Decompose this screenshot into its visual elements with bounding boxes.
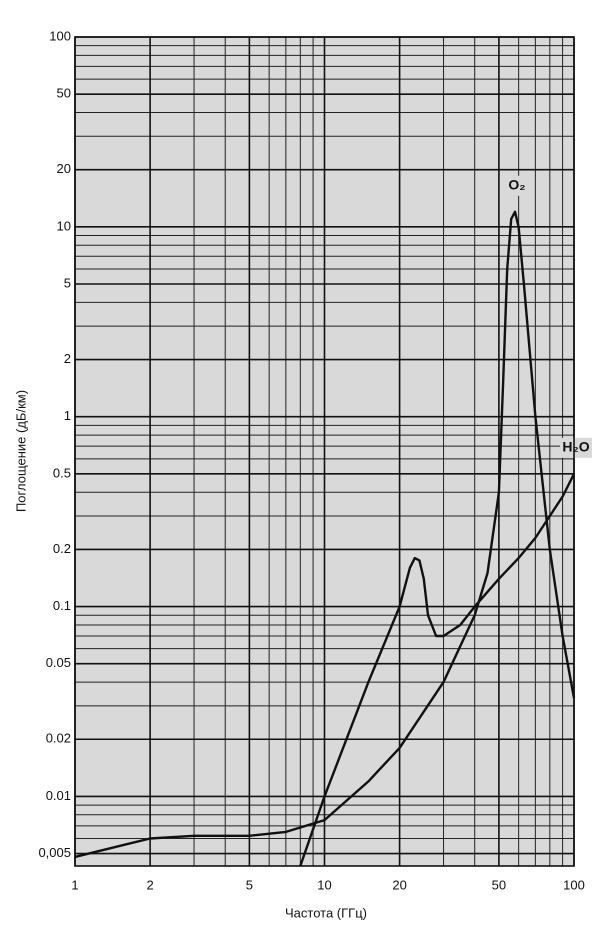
label-background [560, 437, 592, 458]
y-tick-label: 0.5 [53, 465, 71, 480]
y-tick-label: 1 [64, 408, 71, 423]
x-tick-label: 20 [392, 877, 406, 892]
x-axis-label: Частота (ГГц) [285, 905, 367, 920]
series-label: O₂ [508, 177, 525, 193]
series-label: H₂O [562, 439, 589, 455]
y-tick-label: 0.01 [46, 788, 71, 803]
y-tick-label: 0.02 [46, 731, 71, 746]
x-tick-label: 1 [71, 877, 78, 892]
y-tick-label: 0.1 [53, 598, 71, 613]
plot-frame [74, 36, 575, 867]
series-line [74, 210, 576, 859]
label-background [500, 175, 533, 196]
y-tick-label: 0.05 [46, 655, 71, 670]
x-tick-label: 5 [246, 877, 253, 892]
y-axis-label: Поглощение (дБ/км) [13, 390, 28, 512]
series-line [299, 473, 576, 867]
x-tick-label: 2 [146, 877, 153, 892]
y-tick-label: 20 [57, 161, 71, 176]
y-tick-label: 0,005 [38, 845, 71, 860]
y-tick-label: 10 [57, 218, 71, 233]
y-tick-label: 0.2 [53, 541, 71, 556]
y-tick-label: 100 [49, 28, 71, 43]
x-tick-label: 10 [317, 877, 331, 892]
y-tick-label: 2 [64, 351, 71, 366]
x-tick-label: 100 [563, 877, 585, 892]
y-tick-label: 5 [64, 275, 71, 290]
y-tick-label: 50 [57, 86, 71, 101]
x-tick-label: 50 [492, 877, 506, 892]
